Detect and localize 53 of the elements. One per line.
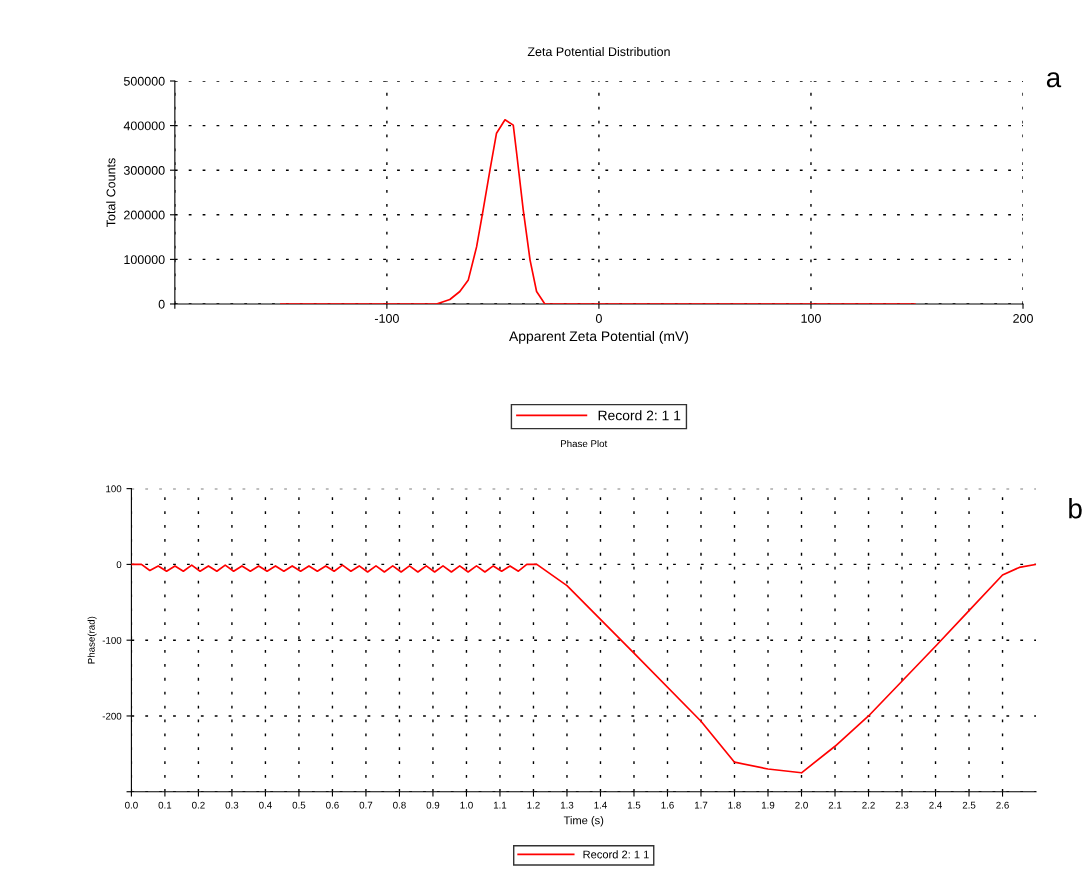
y-tick-label: 400000 bbox=[123, 121, 165, 131]
x-tick-label: 1.9 bbox=[761, 801, 775, 809]
x-tick-label: 1.0 bbox=[460, 801, 473, 809]
text: b bbox=[1069, 498, 1082, 519]
x-axis-title: Time (s) bbox=[563, 816, 604, 827]
x-tick-label: 1.8 bbox=[728, 801, 741, 809]
x-axis-title: Apparent Zeta Potential (mV) bbox=[509, 330, 689, 344]
x-tick-label: 1.1 bbox=[493, 801, 507, 809]
y-axis-title: Total Counts bbox=[106, 158, 116, 227]
x-tick-label: 1.7 bbox=[694, 801, 708, 809]
x-tick-label: 0.1 bbox=[158, 801, 172, 809]
y-tick-label: 300000 bbox=[123, 165, 165, 175]
x-tick-label: 0.9 bbox=[426, 801, 440, 809]
y-tick-label: 100 bbox=[106, 485, 122, 493]
x-tick-label: -100 bbox=[374, 314, 399, 323]
x-tick-label: 0.2 bbox=[192, 801, 205, 809]
line-series bbox=[280, 118, 916, 304]
x-tick-label: 2.3 bbox=[895, 801, 909, 809]
x-tick-label: 2.0 bbox=[795, 801, 808, 809]
x-tick-label: 1.2 bbox=[527, 801, 540, 809]
text: a bbox=[1046, 72, 1062, 88]
x-tick-label: 2.4 bbox=[929, 801, 942, 809]
legend-label: Record 2: 1 1 bbox=[598, 410, 681, 421]
x-tick-label: 1.6 bbox=[661, 801, 674, 809]
chart-title: Phase Plot bbox=[561, 439, 608, 448]
y-tick-label: -200 bbox=[102, 712, 122, 720]
x-tick-label: 1.4 bbox=[594, 801, 607, 809]
text: Record 2: 1 1 bbox=[583, 850, 649, 859]
x-tick-label: 0 bbox=[595, 314, 602, 323]
x-tick-label: 2.2 bbox=[862, 801, 875, 809]
y-tick-label: 500000 bbox=[123, 76, 165, 86]
y-tick-label: 100000 bbox=[124, 255, 165, 265]
y-tick-label: 0 bbox=[158, 299, 165, 309]
x-tick-label: 2.6 bbox=[996, 801, 1009, 809]
x-tick-label: 0.3 bbox=[225, 801, 239, 809]
y-axis-title: Phase(rad) bbox=[87, 616, 97, 664]
x-tick-label: 2.5 bbox=[962, 801, 976, 809]
x-tick-label: 0.6 bbox=[326, 801, 339, 809]
x-tick-label: 1.5 bbox=[627, 801, 641, 809]
x-tick-label: 0.8 bbox=[393, 801, 406, 809]
x-tick-label: 0.0 bbox=[125, 801, 138, 809]
x-tick-label: 0.7 bbox=[359, 801, 373, 809]
x-tick-label: 0.5 bbox=[292, 801, 306, 809]
y-tick-label: 200000 bbox=[124, 210, 165, 220]
x-tick-label: 0.4 bbox=[259, 801, 272, 809]
x-tick-label: 100 bbox=[801, 314, 821, 323]
x-tick-label: 200 bbox=[1013, 314, 1033, 323]
y-tick-label: 0 bbox=[116, 561, 122, 569]
x-tick-label: 2.1 bbox=[828, 801, 842, 809]
line-series bbox=[131, 563, 1037, 774]
chart-title: Zeta Potential Distribution bbox=[527, 46, 670, 57]
y-tick-label: -100 bbox=[102, 636, 122, 644]
x-tick-label: 1.3 bbox=[560, 801, 574, 809]
